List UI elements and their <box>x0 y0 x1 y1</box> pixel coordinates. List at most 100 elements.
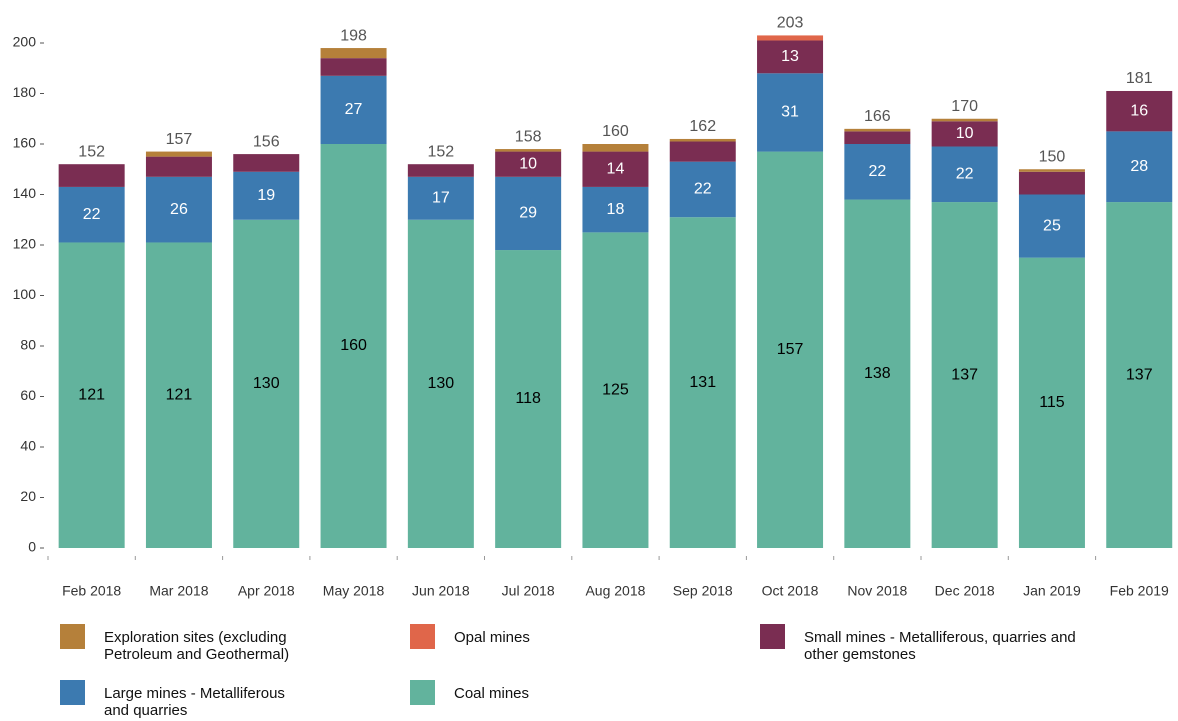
y-tick-label: 160 <box>13 135 37 151</box>
y-tick-label: 0 <box>28 539 36 555</box>
total-label: 162 <box>689 118 716 135</box>
bar-segment <box>1018 171 1085 195</box>
chart: 0 20 40 60 80 100 120 140 160 180 200 Feb 2018 121 22… <box>13 15 1173 599</box>
data-label: 19 <box>257 187 275 204</box>
total-label: 198 <box>340 27 367 44</box>
bar-segment <box>669 161 736 218</box>
bar-segment <box>233 154 300 172</box>
y-tick-label: 200 <box>13 34 37 50</box>
legend-label: Small mines - Metalliferous, quarries an… <box>804 629 1076 663</box>
bar-segment <box>1018 257 1085 548</box>
bar-segment <box>669 217 736 548</box>
bar-segment <box>844 128 911 132</box>
bar-segment <box>1106 90 1173 132</box>
total-label: 160 <box>602 123 629 140</box>
data-label: 31 <box>781 104 799 121</box>
bar-segment <box>495 149 562 152</box>
x-tick-label: May 2018 <box>323 583 385 599</box>
y-tick-label: 20 <box>20 488 36 504</box>
y-tick-label: 40 <box>20 438 36 454</box>
bar-segment <box>931 146 998 203</box>
x-tick-label: Feb 2018 <box>62 583 121 599</box>
legend-label: Large mines - Metalliferous and quarries <box>104 685 285 719</box>
data-label: 22 <box>83 206 101 223</box>
x-tick-label: Dec 2018 <box>935 583 995 599</box>
data-label: 16 <box>1130 102 1148 119</box>
bar-segment <box>495 176 562 251</box>
data-label: 10 <box>956 125 974 142</box>
data-label: 28 <box>1130 158 1148 175</box>
data-label: 138 <box>864 365 891 382</box>
legend-label: Opal mines <box>454 629 530 646</box>
data-label: 22 <box>956 166 974 183</box>
bar-segment <box>757 73 824 152</box>
bar-segment <box>669 138 736 142</box>
data-label: 22 <box>868 163 886 180</box>
data-label: 157 <box>777 341 804 358</box>
data-label: 13 <box>781 48 799 65</box>
total-label: 152 <box>78 143 105 160</box>
legend-swatch <box>760 624 785 649</box>
bar-segment <box>233 219 300 548</box>
bar-segment <box>145 151 212 157</box>
data-label: 137 <box>951 366 978 383</box>
bar-segment <box>145 242 212 548</box>
data-label: 29 <box>519 205 537 222</box>
bar-segment <box>320 58 387 76</box>
bar-segment <box>1106 202 1173 548</box>
data-label: 14 <box>607 160 625 177</box>
bar-segment <box>582 186 649 233</box>
data-label: 22 <box>694 181 712 198</box>
bar-segment <box>931 118 998 122</box>
data-label: 26 <box>170 201 188 218</box>
x-tick-label: Jan 2019 <box>1023 583 1081 599</box>
data-label: 118 <box>515 390 541 407</box>
bar-segment <box>495 151 562 177</box>
bar-segment <box>320 75 387 144</box>
y-tick-label: 100 <box>13 286 37 302</box>
bar-segment <box>1018 194 1085 258</box>
bar-segment <box>757 35 824 41</box>
legend-swatch <box>410 680 435 705</box>
bar-segment <box>407 219 474 548</box>
data-label: 130 <box>253 375 280 392</box>
data-label: 18 <box>607 201 625 218</box>
bar-segment <box>58 242 125 548</box>
data-label: 131 <box>689 374 716 391</box>
total-label: 156 <box>253 133 280 150</box>
legend-swatch <box>60 680 85 705</box>
bar-segment <box>844 199 911 549</box>
total-label: 150 <box>1039 148 1066 165</box>
legend-label: Coal mines <box>454 685 530 702</box>
data-label: 25 <box>1043 217 1061 234</box>
total-label: 158 <box>515 128 542 145</box>
y-tick-label: 140 <box>13 185 37 201</box>
bar-segment <box>495 250 562 549</box>
bar-segment <box>320 144 387 548</box>
bar-segment <box>582 144 649 152</box>
x-tick-label: Apr 2018 <box>238 583 295 599</box>
x-tick-label: Jul 2018 <box>502 583 555 599</box>
bar-segment <box>844 131 911 144</box>
y-tick-label: 80 <box>20 337 36 353</box>
total-label: 203 <box>777 15 804 32</box>
data-label: 10 <box>519 155 537 172</box>
data-label: 121 <box>166 386 193 403</box>
data-label: 115 <box>1039 394 1065 411</box>
bar-segment <box>931 202 998 548</box>
bar-segment <box>233 171 300 220</box>
x-tick-label: Feb 2019 <box>1110 583 1169 599</box>
data-label: 137 <box>1126 366 1153 383</box>
y-tick-label: 60 <box>20 387 36 403</box>
bar-segment <box>931 121 998 147</box>
x-tick-label: Oct 2018 <box>762 583 819 599</box>
bar-segment <box>1106 131 1173 203</box>
legend-label: Exploration sites (excluding Petroleum a… <box>104 629 290 663</box>
x-tick-label: Mar 2018 <box>149 583 208 599</box>
total-label: 181 <box>1126 70 1153 87</box>
bar-segment <box>58 164 125 187</box>
bar-segment <box>145 176 212 243</box>
data-label: 121 <box>78 386 105 403</box>
bar-segment <box>844 144 911 200</box>
